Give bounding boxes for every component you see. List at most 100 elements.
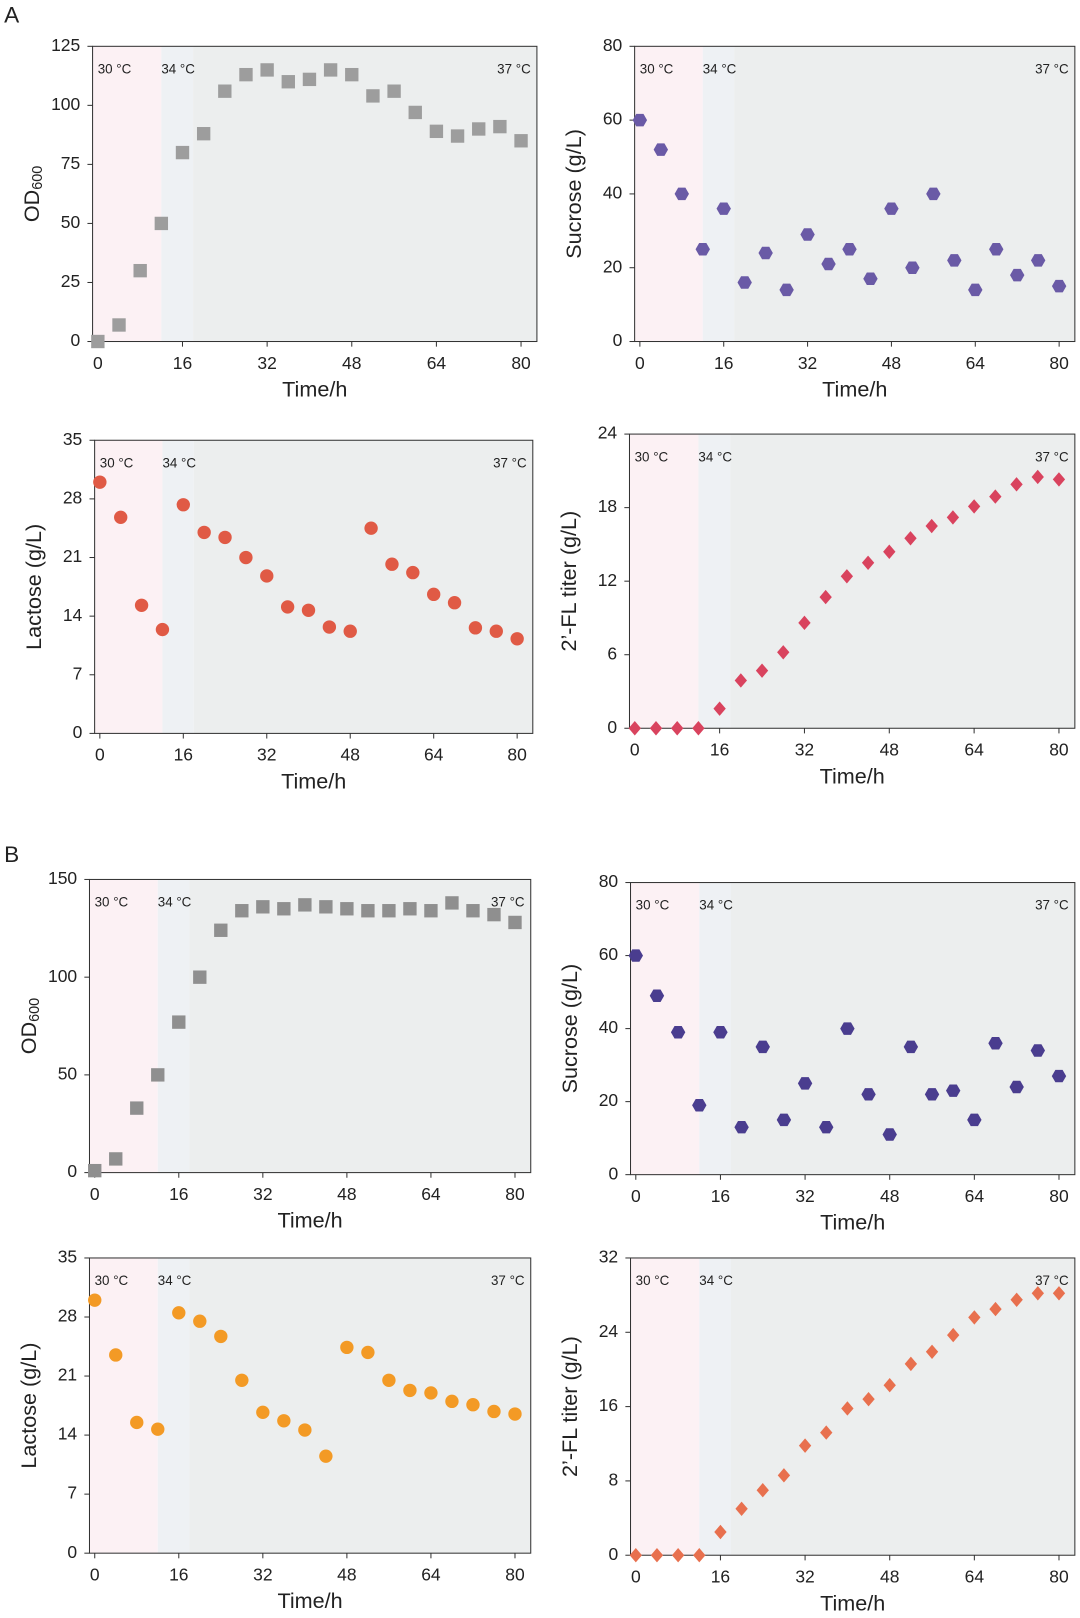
marker (649, 989, 665, 1002)
marker (1051, 1069, 1067, 1083)
marker (989, 243, 1004, 256)
marker (427, 587, 441, 602)
marker (737, 276, 752, 289)
y-tick-label: 0 (613, 330, 623, 350)
x-tick-label: 80 (1049, 1566, 1069, 1586)
marker (508, 1407, 522, 1421)
y-tick-label: 40 (599, 1017, 619, 1037)
x-tick-label: 0 (631, 1566, 641, 1586)
y-tick-label: 0 (67, 1161, 77, 1181)
marker (343, 624, 357, 638)
marker (301, 603, 316, 617)
marker (193, 1314, 207, 1328)
y-tick-label: 35 (58, 1247, 77, 1267)
marker (756, 1483, 769, 1498)
marker (968, 283, 983, 297)
marker (277, 1414, 291, 1428)
x-tick-label: 48 (342, 353, 361, 373)
y-tick-label: 0 (608, 1163, 618, 1183)
temperature-band (630, 882, 700, 1175)
marker (281, 75, 295, 89)
marker (408, 105, 422, 120)
temperature-band (731, 1257, 1075, 1556)
x-tick-label: 80 (1049, 1186, 1069, 1206)
temperature-band (189, 879, 531, 1173)
y-axis-title: 2’-FL titer (g/L) (557, 1336, 582, 1477)
y-axis-title-text: 2’-FL titer (g/L) (557, 1336, 582, 1477)
x-tick-label: 80 (505, 1184, 525, 1204)
marker (109, 1152, 123, 1166)
marker (319, 900, 333, 914)
marker (196, 127, 211, 141)
y-tick-label: 6 (607, 643, 617, 663)
x-tick-label: 80 (505, 1564, 525, 1584)
marker (429, 124, 444, 139)
marker (450, 129, 465, 143)
y-tick-label: 0 (608, 1544, 618, 1564)
temperature-band (702, 46, 735, 342)
marker (905, 261, 920, 274)
plot-frame (94, 439, 534, 734)
annotation: 37 °C (493, 455, 527, 470)
x-tick-label: 64 (965, 1566, 985, 1586)
marker (218, 530, 232, 545)
y-tick-label: 20 (603, 256, 623, 276)
y-tick-label: 24 (599, 1321, 619, 1341)
marker (445, 1394, 459, 1409)
temperature-band (699, 882, 732, 1175)
y-tick-label: 80 (599, 871, 619, 891)
marker (382, 904, 396, 918)
marker (884, 202, 899, 215)
marker (197, 525, 211, 540)
marker (883, 544, 896, 559)
temperature-band (92, 46, 162, 342)
annotation: 34 °C (162, 455, 196, 470)
marker (882, 1128, 897, 1141)
y-axis-title-text: OD (19, 190, 44, 222)
marker (863, 272, 878, 286)
marker (508, 915, 522, 930)
marker (214, 923, 228, 937)
x-tick-label: 0 (95, 745, 105, 765)
y-tick-label: 7 (73, 663, 83, 683)
x-tick-label: 32 (257, 353, 276, 373)
panel-label: A (4, 2, 20, 27)
marker (193, 970, 207, 984)
marker (925, 518, 938, 534)
marker (172, 1306, 186, 1320)
y-axis-title: Lactose (g/L) (16, 1343, 41, 1469)
y-axis-title: Sucrose (g/L) (561, 129, 586, 259)
x-tick-label: 16 (173, 353, 192, 373)
marker (406, 565, 420, 580)
temperature-band (630, 1257, 700, 1556)
marker (239, 550, 253, 565)
x-tick-label: 32 (795, 1186, 814, 1206)
y-axis-title-subscript: 600 (27, 998, 43, 1022)
marker (323, 63, 338, 77)
marker (632, 113, 648, 127)
temperature-band (629, 434, 699, 729)
y-tick-label: 75 (61, 153, 80, 173)
y-axis-title: Lactose (g/L) (21, 524, 46, 650)
marker (755, 1040, 770, 1054)
marker (403, 902, 417, 916)
marker (798, 615, 811, 631)
marker (819, 1120, 834, 1134)
x-tick-label: 16 (169, 1564, 188, 1584)
y-tick-label: 12 (598, 570, 617, 590)
marker (424, 1386, 438, 1400)
temperature-band (193, 440, 533, 734)
marker (364, 521, 378, 535)
marker (1010, 477, 1023, 492)
marker (695, 243, 710, 256)
x-axis-title: Time/h (820, 1590, 885, 1615)
plot-frame (92, 45, 538, 343)
x-tick-label: 80 (507, 745, 527, 765)
y-tick-label: 0 (67, 1542, 77, 1562)
y-axis-title: 2’-FL titer (g/L) (556, 511, 581, 652)
x-axis-title: Time/h (282, 377, 347, 402)
x-axis-title: Time/h (281, 768, 346, 793)
marker (947, 254, 962, 267)
x-tick-label: 16 (710, 740, 729, 760)
y-axis-title-text: Lactose (g/L) (21, 524, 46, 650)
